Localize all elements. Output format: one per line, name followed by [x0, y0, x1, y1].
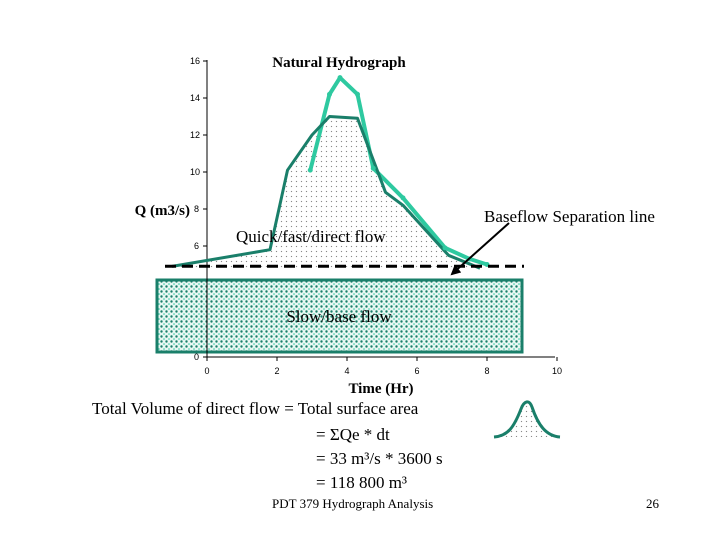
y-tick-label: 8: [194, 204, 199, 214]
x-tick-label: 0: [204, 366, 209, 376]
x-tick-label: 8: [484, 366, 489, 376]
y-tick-label: 12: [190, 130, 200, 140]
equation-line-2: = 33 m³/s * 3600 s: [316, 449, 443, 468]
series-line-dark: [171, 115, 481, 270]
mini-hydrograph-icon: [493, 400, 561, 439]
y-tick-label: 16: [190, 56, 200, 66]
separation-arrow: [450, 222, 510, 276]
footer-course: PDT 379 Hydrograph Analysis: [272, 496, 434, 511]
baseflow-label: Slow/base flow: [286, 307, 392, 326]
baseflow-area: [155, 278, 524, 354]
data-point: [355, 91, 360, 97]
y-tick-label: 6: [194, 241, 199, 251]
y-tick-label: 0: [194, 352, 199, 362]
direct-flow-area: [172, 116, 480, 269]
equation-line-3: = 118 800 m³: [316, 473, 408, 492]
data-point: [337, 75, 343, 81]
equation-line-1: = ΣQe * dt: [316, 425, 390, 444]
separation-label: Baseflow Separation line: [484, 207, 655, 226]
x-tick-label: 6: [414, 366, 419, 376]
x-axis-label: Time (Hr): [348, 381, 413, 397]
x-tick-label: 2: [274, 366, 279, 376]
x-tick-label: 10: [552, 366, 562, 376]
direct-flow-label: Quick/fast/direct flow: [236, 227, 386, 246]
y-tick-label: 14: [190, 93, 200, 103]
page-number: 26: [646, 496, 659, 511]
data-point: [370, 165, 376, 171]
y-tick-label: 10: [190, 167, 200, 177]
chart-title: Natural Hydrograph: [272, 55, 406, 71]
x-tick-label: 4: [344, 366, 349, 376]
data-point: [307, 167, 313, 173]
y-axis-label: Q (m3/s): [135, 203, 190, 219]
data-point: [442, 245, 448, 251]
data-point: [400, 195, 406, 201]
data-point: [327, 91, 332, 97]
total-volume-text: Total Volume of direct flow = Total surf…: [92, 399, 419, 418]
